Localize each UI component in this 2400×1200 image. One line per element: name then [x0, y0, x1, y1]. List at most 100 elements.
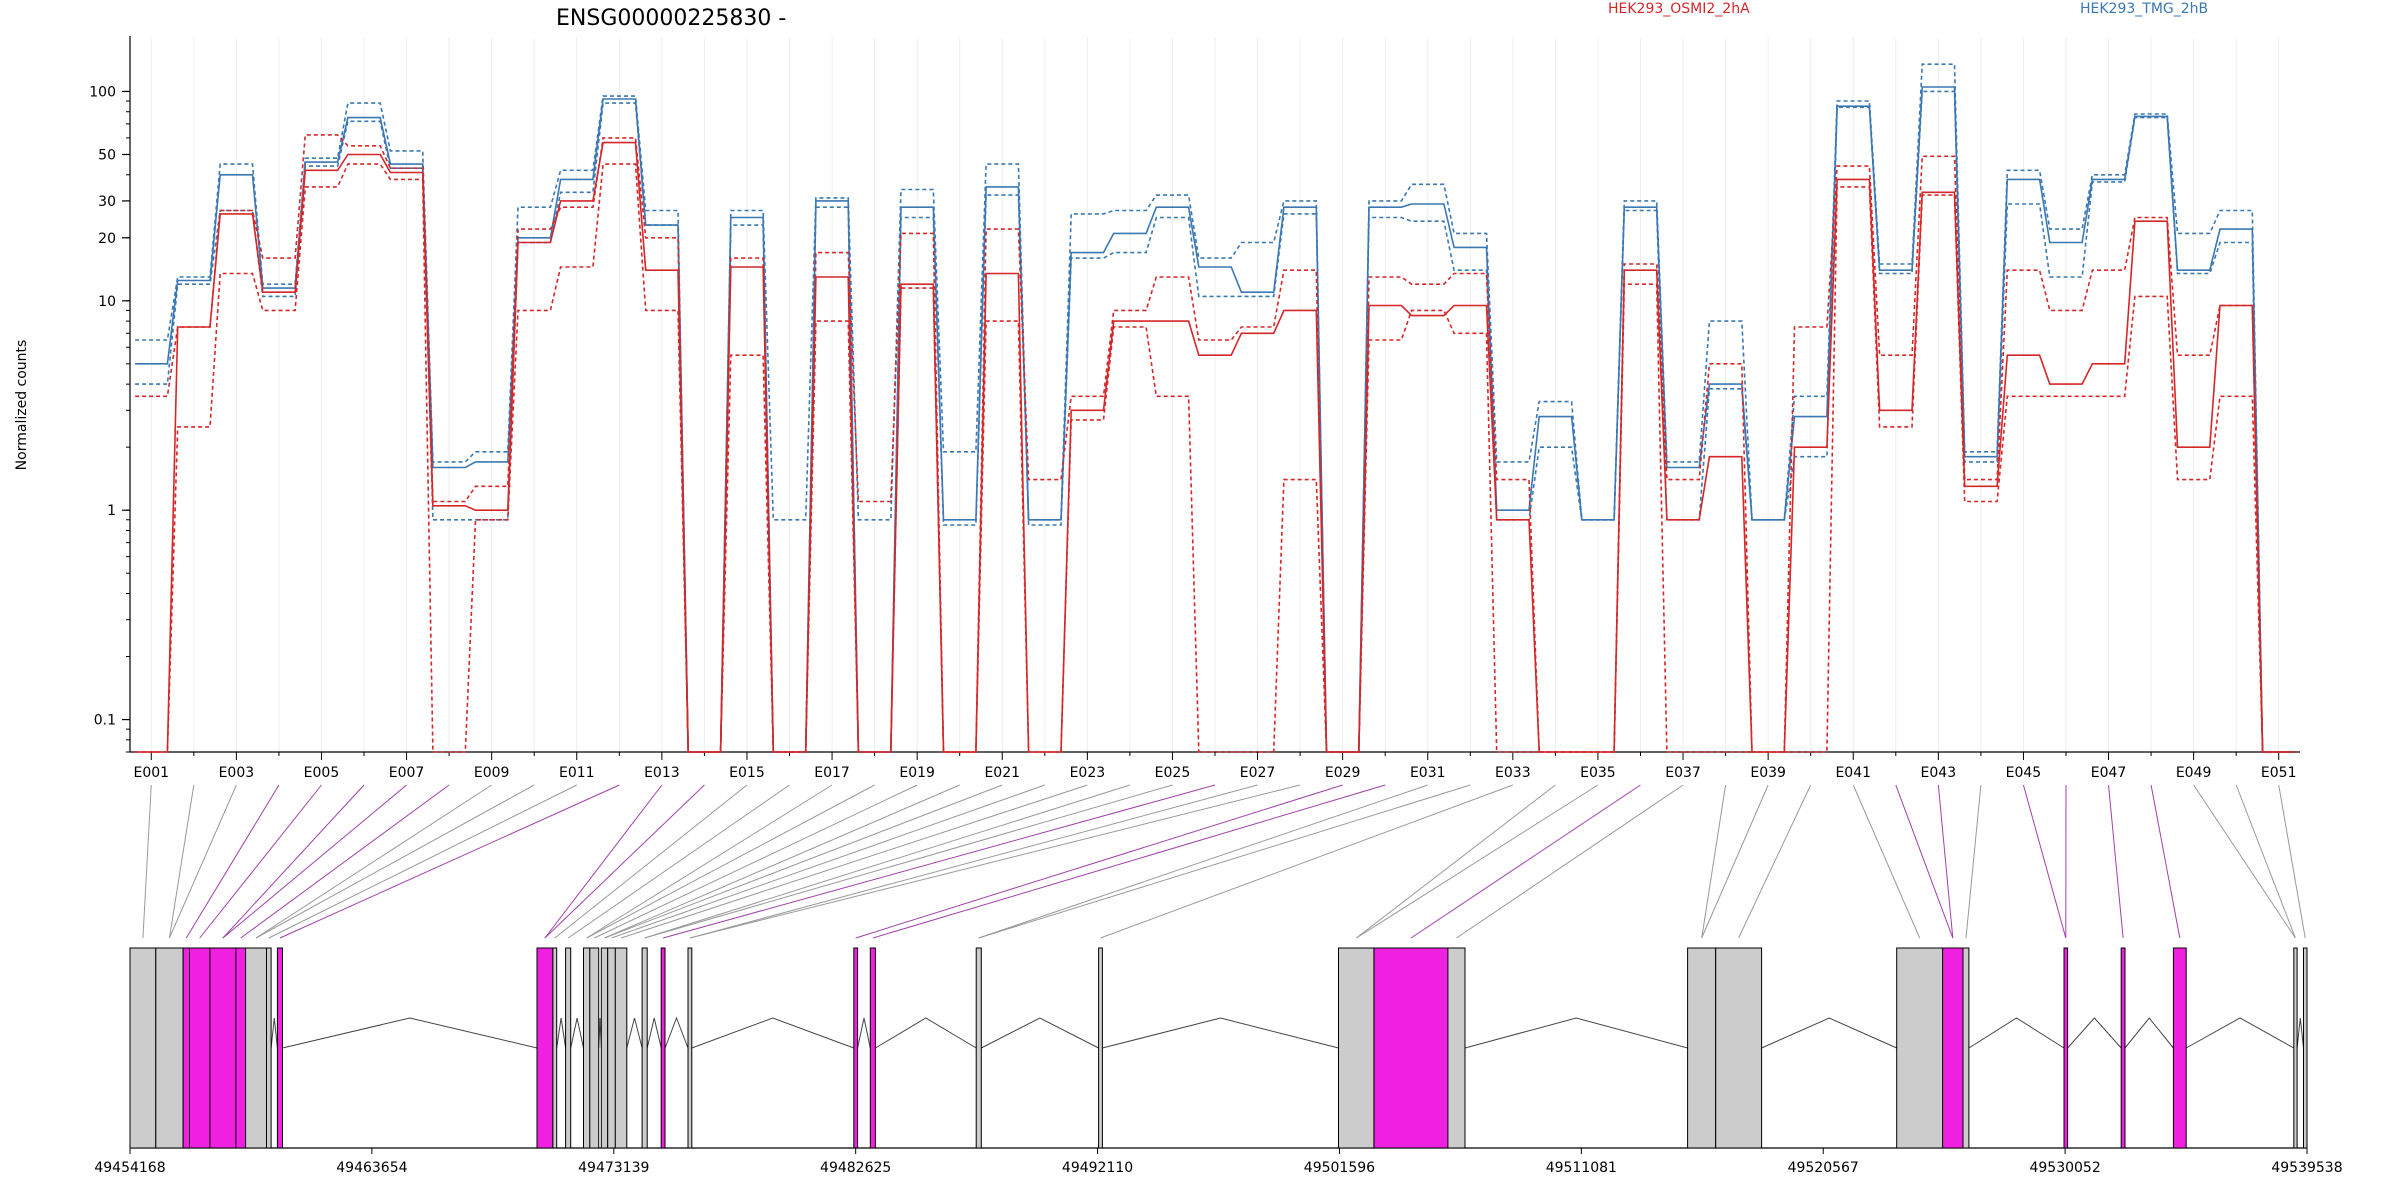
x-tick-label-e045: E045: [2006, 765, 2042, 781]
exon-connector-line: [604, 784, 960, 939]
exon-connector-line: [604, 784, 1003, 939]
series-line-osmi2-5: [135, 163, 2295, 753]
intron-chevron: [2124, 1017, 2174, 1049]
intron-chevron: [1102, 1017, 1339, 1049]
exon-connector-line: [620, 784, 1088, 939]
intron-chevron: [981, 1017, 1099, 1049]
exon-connector-line: [872, 784, 1386, 939]
intron-chevron: [1968, 1017, 2065, 1049]
exon-connector-line: [255, 784, 535, 939]
exon-block: [1098, 947, 1103, 1149]
y-tick-label: 20: [98, 231, 116, 247]
exon-connector-line: [185, 784, 280, 939]
exon-connector-line: [199, 784, 322, 939]
exon-block: [589, 947, 600, 1149]
exon-connector-line: [662, 784, 1216, 939]
highlighted-exon-block: [660, 947, 666, 1149]
x-tick-label-e021: E021: [984, 765, 1020, 781]
y-axis-label: Normalized counts: [14, 340, 30, 471]
highlighted-exon-block: [2120, 947, 2126, 1149]
exon-connector-line: [1355, 784, 1556, 939]
exon-connector-line: [240, 784, 450, 939]
exon-connector-line: [2235, 784, 2296, 939]
intron-chevron: [2067, 1017, 2122, 1049]
highlighted-exon-block: [276, 947, 283, 1149]
series-line-osmi2-4: [135, 141, 2295, 753]
intron-chevron: [556, 1017, 567, 1049]
exon-block: [1896, 947, 1944, 1149]
x-tick-label-e009: E009: [474, 765, 510, 781]
exon-block: [2293, 947, 2298, 1149]
y-tick-label: 100: [89, 84, 116, 100]
exon-block: [600, 947, 609, 1149]
intron-chevron: [1761, 1017, 1897, 1049]
intron-chevron: [857, 1017, 871, 1049]
exon-connector-line: [544, 784, 663, 939]
exon-block: [614, 947, 628, 1149]
series-line-tmg-0: [135, 63, 2295, 753]
x-tick-label-e029: E029: [1325, 765, 1361, 781]
exon-block: [2303, 947, 2308, 1149]
exon-connector-line: [855, 784, 1343, 939]
coordinate-label: 49492110: [1062, 1160, 1133, 1176]
exon-connector-line: [1852, 784, 1921, 939]
exon-connector-line: [1701, 784, 1769, 939]
exon-connector-line: [978, 784, 1471, 939]
y-tick-label: 1: [107, 503, 116, 519]
exon-block: [1715, 947, 1763, 1149]
exon-block: [687, 947, 693, 1149]
intron-chevron: [646, 1017, 662, 1049]
coordinate-label: 49473139: [578, 1160, 649, 1176]
highlighted-exon-block: [1942, 947, 1964, 1149]
coordinate-label: 49520567: [1788, 1160, 1859, 1176]
exon-block: [1447, 947, 1466, 1149]
y-tick-label: 50: [98, 147, 116, 163]
series-line-tmg-1: [135, 86, 2295, 753]
x-tick-label-e011: E011: [559, 765, 595, 781]
exon-connector-line: [586, 784, 833, 939]
x-tick-label-e037: E037: [1665, 765, 1701, 781]
exon-connector-line: [222, 784, 407, 939]
highlighted-exon-block: [182, 947, 191, 1149]
exon-connector-line: [594, 784, 918, 939]
highlighted-exon-block: [209, 947, 237, 1149]
highlighted-exon-block: [2172, 947, 2187, 1149]
x-tick-label-e023: E023: [1070, 765, 1106, 781]
exon-block: [641, 947, 648, 1149]
intron-chevron: [570, 1017, 584, 1049]
exon-connector-line: [554, 784, 748, 939]
exon-block: [565, 947, 572, 1149]
exon-connector-line: [689, 784, 1258, 939]
highlighted-exon-block: [1373, 947, 1449, 1149]
exon-connector-line: [279, 784, 620, 939]
highlighted-exon-block: [853, 947, 859, 1149]
y-tick-label: 30: [98, 194, 116, 210]
coordinate-label: 49511081: [1546, 1160, 1617, 1176]
legend-label-tmg: HEK293_TMG_2hB: [2080, 1, 2208, 17]
exon-connector-line: [2150, 784, 2181, 939]
exon-connector-line: [222, 784, 365, 939]
legend-label-osmi2: HEK293_OSMI2_2hA: [1608, 1, 1750, 17]
exon-connector-line: [168, 784, 237, 939]
x-tick-label-e013: E013: [644, 765, 680, 781]
exon-connector-line: [2193, 784, 2296, 939]
exon-connector-line: [1356, 784, 1599, 939]
intron-chevron: [875, 1017, 977, 1049]
plot-axes: 0.1 1 10 20 30 50 100 E001 E003 E005 E007 E009 E011 E…: [89, 36, 2300, 781]
exon-connector-line: [1456, 784, 1684, 939]
x-tick-label-e007: E007: [389, 765, 425, 781]
exon-block: [129, 947, 157, 1149]
x-tick-label-e051: E051: [2261, 765, 2297, 781]
x-tick-label-e003: E003: [219, 765, 255, 781]
x-tick-label-e035: E035: [1580, 765, 1616, 781]
x-tick-label-e019: E019: [899, 765, 935, 781]
x-tick-label-e033: E033: [1495, 765, 1531, 781]
intron-chevron: [691, 1017, 854, 1049]
exon-block: [266, 947, 272, 1149]
highlighted-exon-block: [235, 947, 247, 1149]
intron-chevron: [626, 1017, 643, 1049]
genome-coordinates: 49454168 49463654 49473139 49482625 49492110…: [94, 1148, 2343, 1176]
highlighted-exon-block: [2063, 947, 2069, 1149]
intron-chevron: [282, 1017, 538, 1049]
vertical-gridlines: [150, 38, 2280, 752]
